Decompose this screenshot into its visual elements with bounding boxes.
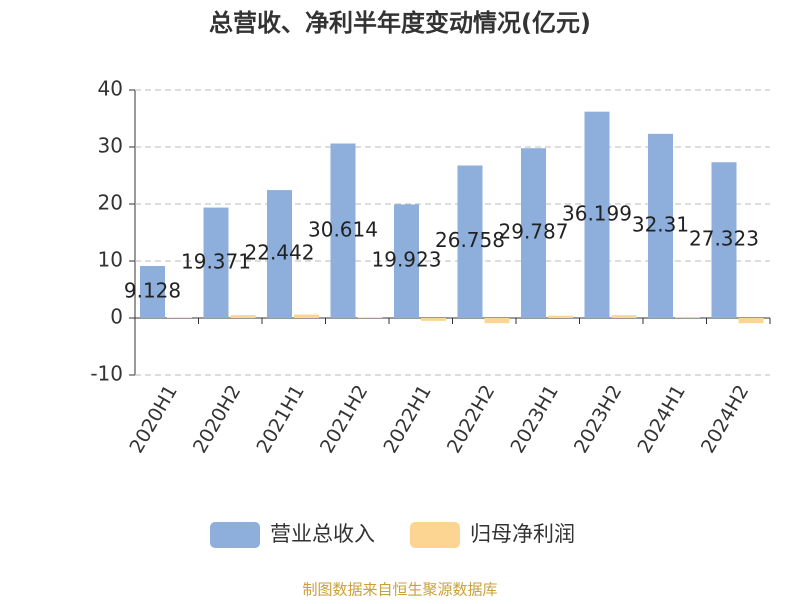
bar xyxy=(294,314,319,318)
y-tick-label: 20 xyxy=(98,191,123,215)
bar xyxy=(203,207,229,318)
x-tick-label: 2020H2 xyxy=(189,381,245,457)
legend-label: 归母净利润 xyxy=(470,522,575,546)
bar xyxy=(140,265,165,318)
bar xyxy=(711,162,737,318)
bar xyxy=(648,133,673,318)
x-tick-label: 2020H1 xyxy=(125,381,181,457)
value-label: 22.442 xyxy=(245,241,315,265)
y-tick-label: 0 xyxy=(110,305,123,329)
value-label: 26.758 xyxy=(435,228,505,252)
value-label: 32.31 xyxy=(632,212,689,236)
legend-label: 营业总收入 xyxy=(270,522,375,546)
x-tick-label: 2022H1 xyxy=(379,381,435,457)
chart-title: 总营收、净利半年度变动情况(亿元) xyxy=(209,9,591,37)
y-tick-label: -10 xyxy=(90,362,123,386)
x-tick-label: 2024H1 xyxy=(633,381,689,457)
value-label: 27.323 xyxy=(689,227,759,251)
bar xyxy=(675,316,700,318)
x-tick-label: 2021H1 xyxy=(252,381,308,457)
x-tick-label: 2023H2 xyxy=(570,381,626,457)
y-tick-label: 10 xyxy=(98,248,123,272)
bar xyxy=(611,315,637,318)
value-label: 19.371 xyxy=(181,249,251,273)
bar xyxy=(394,204,419,318)
legend-swatch xyxy=(410,522,460,548)
value-label: 19.923 xyxy=(372,248,442,272)
bar xyxy=(357,317,383,318)
value-label: 30.614 xyxy=(308,217,378,241)
x-tick-label: 2023H1 xyxy=(506,381,562,457)
x-tick-label: 2024H2 xyxy=(697,381,753,457)
bar xyxy=(330,143,356,318)
bar xyxy=(484,318,510,324)
footer: 制图数据来自恒生聚源数据库 xyxy=(302,581,497,599)
x-tick-label: 2021H2 xyxy=(316,381,372,457)
value-label: 29.787 xyxy=(499,220,569,244)
bar xyxy=(421,318,446,321)
bar xyxy=(230,315,256,318)
bar xyxy=(521,148,546,318)
y-tick-label: 40 xyxy=(98,77,123,101)
bar xyxy=(548,315,573,318)
bar xyxy=(267,190,292,318)
bar xyxy=(584,111,610,318)
legend-swatch xyxy=(210,522,260,548)
bar xyxy=(457,165,483,318)
x-tick-label: 2022H2 xyxy=(443,381,499,457)
bar xyxy=(167,317,192,318)
value-label: 9.128 xyxy=(124,278,181,302)
bar xyxy=(738,318,764,324)
value-label: 36.199 xyxy=(562,201,632,225)
y-tick-label: 30 xyxy=(98,134,123,158)
